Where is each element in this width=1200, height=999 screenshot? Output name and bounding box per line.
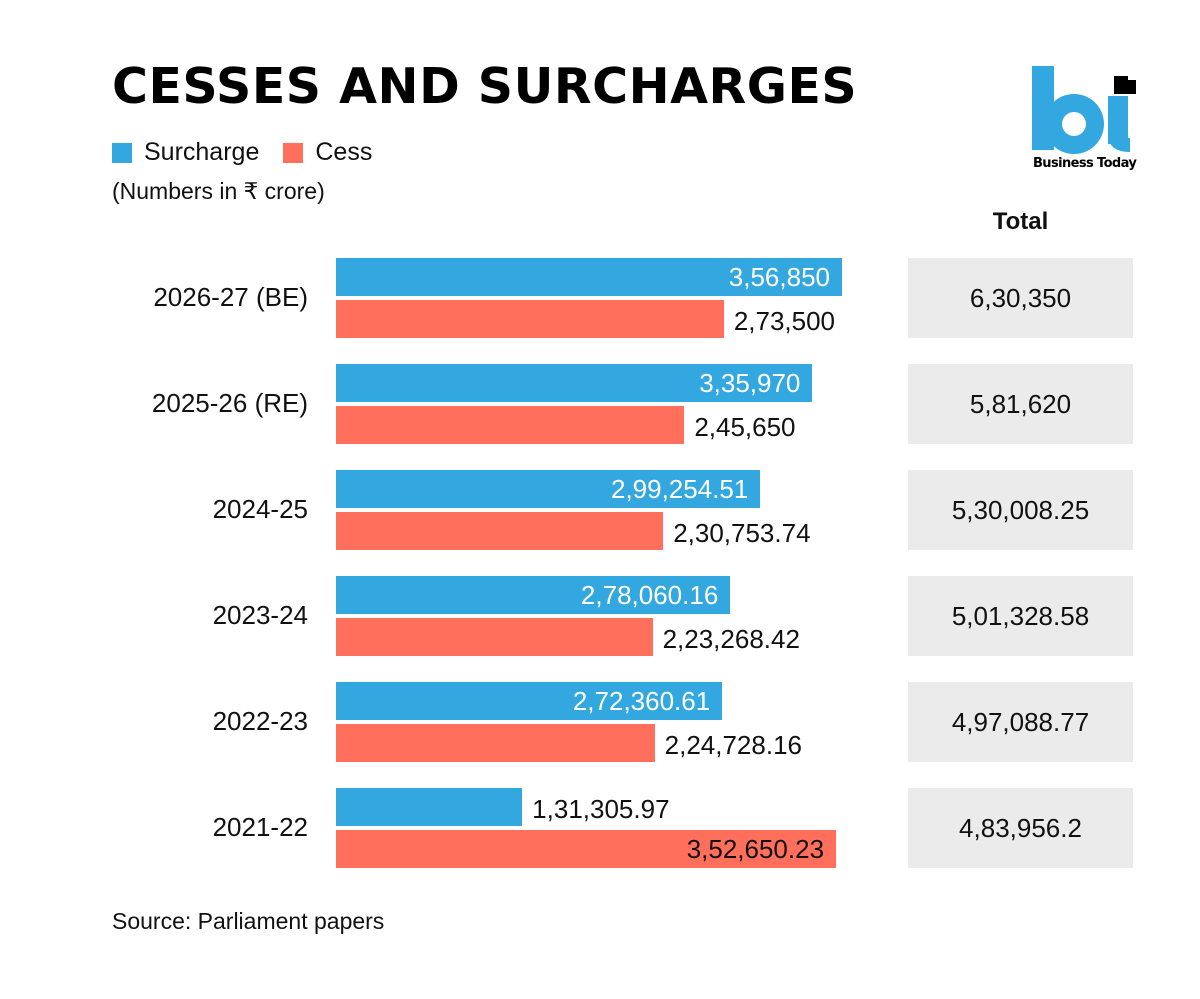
category-label: 2025-26 (RE)	[151, 388, 308, 418]
category-label: 2021-22	[212, 812, 308, 842]
logo-text: Business Today	[1033, 156, 1137, 171]
cess-bar	[336, 406, 685, 444]
surcharge-bar	[336, 682, 723, 720]
cess-bar	[336, 724, 655, 762]
cess-value-label: 2,24,728.16	[664, 730, 802, 760]
surcharge-value-label: 2,78,060.16	[580, 580, 719, 610]
total-value: 5,30,008.25	[908, 470, 1133, 550]
cess-value-label: 2,23,268.42	[662, 624, 800, 654]
total-value: 6,30,350	[908, 258, 1133, 338]
category-label: 2026-27 (BE)	[153, 282, 308, 312]
legend-item-surcharge: Surcharge	[112, 138, 259, 167]
surcharge-value-label: 2,72,360.61	[572, 686, 711, 716]
cess-bar	[336, 300, 724, 338]
category-label: 2022-23	[212, 706, 308, 736]
cess-value-label: 2,30,753.74	[673, 518, 811, 548]
chart-title: CESSES AND SURCHARGES	[112, 58, 858, 115]
surcharge-value-label: 3,56,850	[728, 262, 830, 292]
cess-bar	[336, 830, 837, 868]
legend-swatch-surcharge	[112, 142, 132, 163]
total-value: 5,81,620	[908, 364, 1133, 444]
legend-swatch-cess	[283, 142, 304, 163]
total-value: 5,01,328.58	[908, 576, 1133, 656]
surcharge-bar	[336, 470, 761, 508]
category-label: 2024-25	[212, 494, 308, 524]
totals-header: Total	[992, 208, 1049, 235]
cess-value-label: 2,45,650	[694, 412, 796, 442]
surcharge-value-label: 1,31,305.97	[532, 794, 670, 824]
cess-bar	[336, 512, 664, 550]
business-today-logo-icon	[1032, 66, 1136, 154]
legend-item-cess: Cess	[283, 138, 372, 167]
units-subtitle: (Numbers in ₹ crore)	[112, 178, 325, 204]
cess-bar	[336, 618, 653, 656]
source-note: Source: Parliament papers	[112, 908, 385, 934]
legend-label-cess: Cess	[315, 138, 373, 166]
cess-value-label: 2,73,500	[733, 306, 836, 336]
total-value: 4,83,956.2	[908, 788, 1133, 868]
surcharge-value-label: 3,35,970	[699, 368, 801, 398]
legend: Surcharge Cess	[112, 138, 396, 167]
category-label: 2023-24	[212, 600, 308, 630]
surcharge-bar	[336, 258, 842, 296]
legend-label-surcharge: Surcharge	[144, 138, 260, 166]
surcharge-value-label: 2,99,254.51	[610, 474, 749, 504]
surcharge-bar	[336, 788, 523, 826]
cess-value-label: 3,52,650.23	[686, 834, 825, 864]
total-value: 4,97,088.77	[908, 682, 1133, 762]
surcharge-bar	[336, 364, 813, 402]
surcharge-bar	[336, 576, 731, 614]
